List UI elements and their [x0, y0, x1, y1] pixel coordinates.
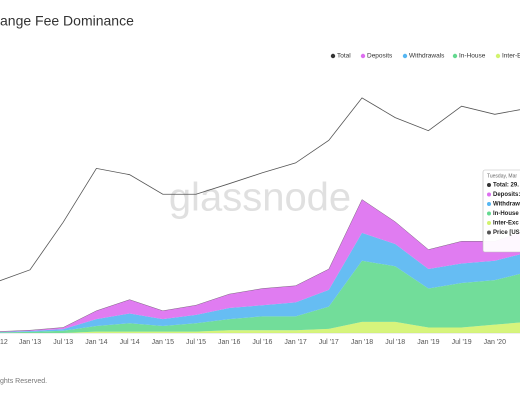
- plot: 12 Jan '13 Jul '13 Jan '14 Jul '14 Jan '15 Jul…: [0, 53, 520, 346]
- x-tick-label: Jan '17: [284, 339, 306, 346]
- x-tick-label: Jan '16: [218, 339, 240, 346]
- stack-area: [0, 199, 520, 333]
- x-tick-label: Jan '14: [85, 339, 107, 346]
- legend-label: Inter-E: [502, 53, 520, 60]
- tooltip-box: [482, 169, 520, 253]
- legend-label: Deposits: [367, 53, 393, 60]
- tooltip-dot: [487, 230, 491, 235]
- x-tick-label: Jan '19: [417, 339, 439, 346]
- x-tick-label: Jul '17: [319, 339, 339, 346]
- legend-dot: [330, 53, 336, 59]
- tooltip-line: In-House: [493, 211, 519, 217]
- tooltip-dot: [487, 211, 491, 216]
- tooltip-dot: [487, 202, 491, 206]
- legend-dot: [452, 53, 458, 59]
- tooltip-dot: [487, 221, 491, 225]
- price-line: [0, 97, 520, 282]
- tooltip-line: Deposits:: [493, 192, 520, 198]
- tooltip-line: Total: 29.: [493, 183, 519, 189]
- footer: ghts Reserved.: [0, 378, 47, 385]
- x-tick-label: 12: [0, 339, 8, 346]
- legend-label: Withdrawals: [409, 53, 445, 60]
- legend-label: Total: [337, 53, 351, 60]
- legend-dot: [360, 53, 366, 59]
- x-tick-label: Jul '19: [452, 339, 472, 346]
- x-tick-label: Jul '14: [120, 339, 140, 346]
- x-tick-label: Jul '16: [252, 339, 272, 346]
- tooltip-line: Withdraw: [493, 202, 520, 208]
- x-tick-label: Jan '18: [351, 339, 373, 346]
- legend-dot: [402, 53, 408, 59]
- x-tick-label: Jan '20: [484, 339, 506, 346]
- x-tick-label: Jul '18: [385, 339, 405, 346]
- x-tick-label: Jan '15: [152, 339, 174, 346]
- x-tick-label: Jul '15: [186, 339, 206, 346]
- watermark: glassnode: [169, 176, 351, 220]
- x-tick-label: Jul '13: [53, 339, 73, 346]
- x-tick-label: Jan '13: [19, 339, 41, 346]
- stack-area: [0, 321, 520, 333]
- total-line: [0, 199, 520, 332]
- chart-title: ange Fee Dominance: [0, 13, 134, 29]
- tooltip-dot: [487, 183, 491, 187]
- stack-area: [0, 260, 520, 333]
- tooltip-dot: [487, 192, 491, 197]
- tooltip-line: Price [US: [493, 230, 520, 236]
- tooltip-line: Inter-Exc: [493, 221, 519, 227]
- tooltip-date: Tuesday, Mar: [487, 173, 517, 179]
- stack-area: [0, 232, 520, 333]
- legend-label: In-House: [459, 53, 486, 60]
- legend-dot: [495, 53, 501, 59]
